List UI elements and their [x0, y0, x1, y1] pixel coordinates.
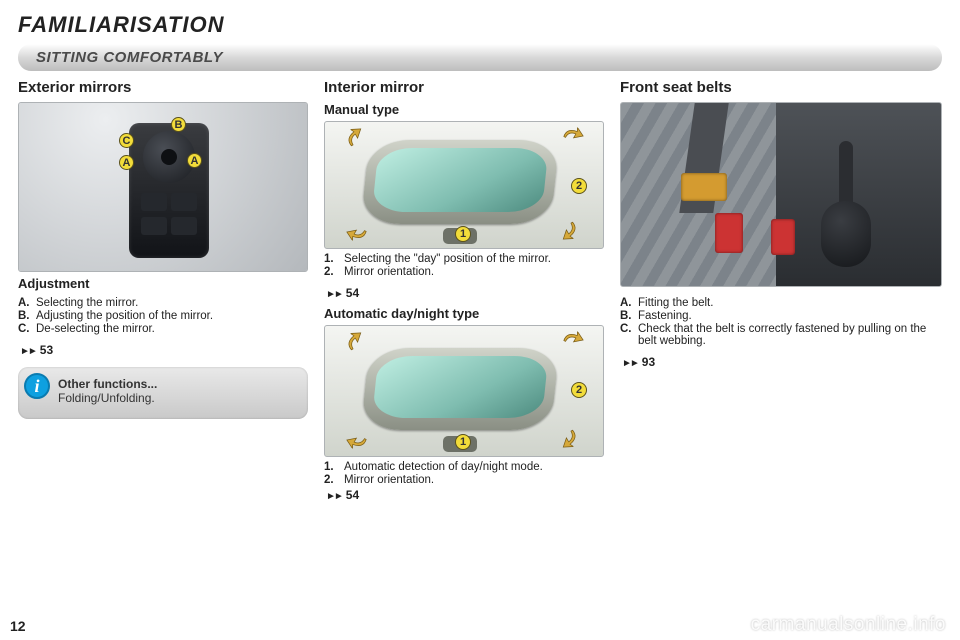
ref-arrow-icon: ►► [20, 346, 36, 357]
orient-arrow-icon [557, 122, 587, 152]
figure-manual-mirror: 1 2 [324, 121, 604, 249]
page-ref: ►►54 [326, 488, 604, 502]
window-btn [171, 217, 197, 235]
page-number: 12 [10, 618, 26, 634]
callout-2: 2 [571, 178, 587, 194]
window-btn [171, 193, 197, 211]
orient-arrow-icon [553, 214, 583, 244]
info-text: Folding/Unfolding. [58, 391, 296, 405]
orient-arrow-icon [341, 124, 371, 154]
orient-arrow-icon [343, 216, 373, 246]
page-ref: ►►53 [20, 343, 308, 357]
list-item: 1.Automatic detection of day/night mode. [324, 461, 604, 473]
manual-page: FAMILIARISATION SITTING COMFORTABLY Exte… [0, 0, 960, 640]
list-item: 2.Mirror orientation. [324, 474, 604, 486]
orient-arrow-icon [557, 326, 587, 356]
list-item: 2.Mirror orientation. [324, 266, 604, 278]
page-title: FAMILIARISATION [18, 12, 942, 38]
figure-auto-mirror: 1 2 [324, 325, 604, 457]
callout-B: B [171, 117, 186, 132]
mirror-switch-panel [129, 123, 209, 258]
ref-arrow-icon: ►► [622, 358, 638, 369]
watermark: carmanualsonline.info [751, 614, 946, 636]
ref-arrow-icon: ►► [326, 289, 342, 300]
list-manual-mirror: 1.Selecting the "day" position of the mi… [324, 253, 604, 278]
orient-arrow-icon [343, 424, 373, 454]
list-item: A.Fitting the belt. [620, 297, 942, 309]
callout-C: C [119, 133, 134, 148]
page-ref: ►►54 [326, 286, 604, 300]
heading-seat-belts: Front seat belts [620, 79, 942, 96]
list-item: B.Fastening. [620, 310, 942, 322]
page-ref: ►►93 [622, 355, 942, 369]
heading-manual-type: Manual type [324, 102, 604, 117]
list-item: C.Check that the belt is correctly faste… [620, 323, 942, 347]
callout-A: A [187, 153, 202, 168]
callout-A: A [119, 155, 134, 170]
columns: Exterior mirrors B C A A Adjustment A.Se… [18, 77, 942, 508]
orient-arrow-icon [553, 422, 583, 452]
section-subtitle: SITTING COMFORTABLY [18, 44, 942, 71]
callout-1: 1 [455, 226, 471, 242]
figure-seat-belts [620, 102, 942, 287]
list-item: 1.Selecting the "day" position of the mi… [324, 253, 604, 265]
belt-tongue [681, 173, 727, 201]
list-item: B.Adjusting the position of the mirror. [18, 310, 308, 322]
gear-knob [821, 201, 871, 267]
figure-exterior-mirrors: B C A A [18, 102, 308, 272]
info-box: i Other functions... Folding/Unfolding. [18, 367, 308, 419]
list-auto-mirror: 1.Automatic detection of day/night mode.… [324, 461, 604, 486]
belt-buckle [771, 219, 795, 255]
window-btn [141, 217, 167, 235]
col-seat-belts: Front seat belts A.Fitting the belt. B.F… [620, 77, 942, 508]
callout-2: 2 [571, 382, 587, 398]
col-interior-mirror: Interior mirror Manual type 1 2 1.Select… [324, 77, 604, 508]
mirror-glass [372, 148, 549, 212]
col-exterior-mirrors: Exterior mirrors B C A A Adjustment A.Se… [18, 77, 308, 508]
list-item: A.Selecting the mirror. [18, 297, 308, 309]
info-title: Other functions... [58, 377, 296, 391]
heading-exterior-mirrors: Exterior mirrors [18, 79, 308, 96]
window-btn [141, 193, 167, 211]
callout-1: 1 [455, 434, 471, 450]
heading-auto-type: Automatic day/night type [324, 306, 604, 321]
heading-adjustment: Adjustment [18, 276, 308, 291]
info-icon: i [24, 373, 50, 399]
list-ext-adjust: A.Selecting the mirror. B.Adjusting the … [18, 297, 308, 335]
orient-arrow-icon [341, 328, 371, 358]
belt-buckle [715, 213, 743, 253]
list-item: C.De-selecting the mirror. [18, 323, 308, 335]
ref-arrow-icon: ►► [326, 491, 342, 502]
heading-interior-mirror: Interior mirror [324, 79, 604, 96]
mirror-body [361, 140, 560, 224]
mirror-body [361, 348, 560, 430]
list-seat-belts: A.Fitting the belt. B.Fastening. C.Check… [620, 297, 942, 347]
mirror-glass [372, 356, 549, 418]
